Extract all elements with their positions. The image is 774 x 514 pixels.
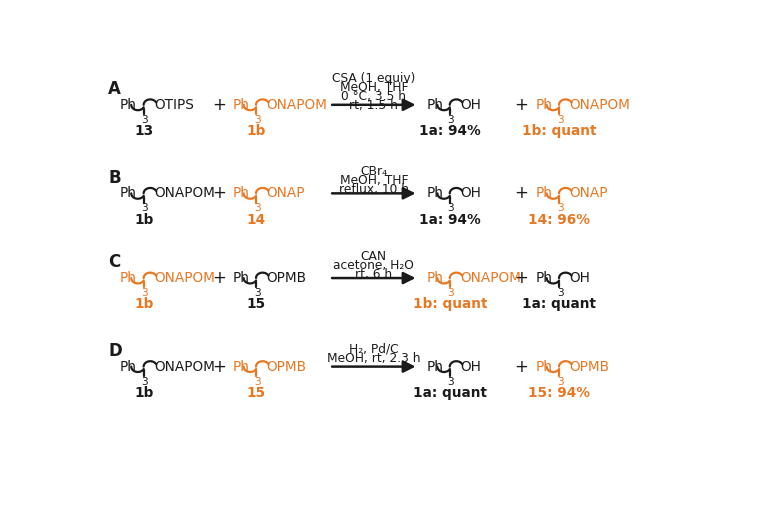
Text: 1a: quant: 1a: quant xyxy=(522,297,597,311)
Text: OPMB: OPMB xyxy=(266,360,307,374)
Text: Ph: Ph xyxy=(426,187,444,200)
Text: 3: 3 xyxy=(254,288,261,298)
Text: 15: 94%: 15: 94% xyxy=(529,386,591,400)
Text: 3: 3 xyxy=(447,204,454,213)
Text: acetone, H₂O: acetone, H₂O xyxy=(334,259,414,272)
Text: ONAPOM: ONAPOM xyxy=(154,187,215,200)
Text: Ph: Ph xyxy=(536,98,553,112)
Text: Ph: Ph xyxy=(120,187,137,200)
Text: MeOH, THF: MeOH, THF xyxy=(340,174,408,187)
Text: Ph: Ph xyxy=(426,271,444,285)
Text: OTIPS: OTIPS xyxy=(154,98,194,112)
Text: 3: 3 xyxy=(557,288,563,298)
Text: OH: OH xyxy=(461,187,481,200)
Text: 3: 3 xyxy=(142,115,148,125)
Text: ONAPOM: ONAPOM xyxy=(154,360,215,374)
Text: Ph: Ph xyxy=(536,271,553,285)
Text: 13: 13 xyxy=(135,124,154,138)
Text: A: A xyxy=(108,80,122,98)
Text: rt, 1.5 h: rt, 1.5 h xyxy=(349,100,399,113)
Text: 15: 15 xyxy=(247,386,266,400)
Text: 1a: 94%: 1a: 94% xyxy=(420,213,481,227)
Text: OH: OH xyxy=(461,360,481,374)
Text: 3: 3 xyxy=(142,288,148,298)
Text: 1a: quant: 1a: quant xyxy=(413,386,487,400)
Text: 3: 3 xyxy=(142,204,148,213)
Text: Ph: Ph xyxy=(536,187,553,200)
Text: +: + xyxy=(212,358,226,376)
Text: 15: 15 xyxy=(247,297,266,311)
Text: +: + xyxy=(212,96,226,114)
Text: 3: 3 xyxy=(557,377,563,387)
Text: ONAPOM: ONAPOM xyxy=(461,271,521,285)
Text: +: + xyxy=(515,269,529,287)
Text: Ph: Ph xyxy=(536,360,553,374)
Text: Ph: Ph xyxy=(232,360,249,374)
Text: rt, 6 h: rt, 6 h xyxy=(355,268,392,281)
Text: OPMB: OPMB xyxy=(266,271,307,285)
Text: +: + xyxy=(212,269,226,287)
Text: 1b: 1b xyxy=(135,213,154,227)
Text: Ph: Ph xyxy=(426,98,444,112)
Text: 3: 3 xyxy=(142,377,148,387)
Text: 1a: 94%: 1a: 94% xyxy=(420,124,481,138)
Text: 1b: 1b xyxy=(135,297,154,311)
Text: 3: 3 xyxy=(447,288,454,298)
Text: 14: 96%: 14: 96% xyxy=(529,213,591,227)
Text: 3: 3 xyxy=(557,115,563,125)
Text: Ph: Ph xyxy=(120,98,137,112)
Text: OPMB: OPMB xyxy=(570,360,609,374)
Text: Ph: Ph xyxy=(232,187,249,200)
Text: CBr₄: CBr₄ xyxy=(360,165,387,178)
Text: 3: 3 xyxy=(254,377,261,387)
Text: 0 °C, 3.5 h: 0 °C, 3.5 h xyxy=(341,90,406,103)
Text: 3: 3 xyxy=(557,204,563,213)
Text: Ph: Ph xyxy=(120,360,137,374)
Text: CSA (1 equiv): CSA (1 equiv) xyxy=(332,72,416,85)
Text: D: D xyxy=(108,342,122,360)
Text: 3: 3 xyxy=(447,377,454,387)
Text: +: + xyxy=(515,96,529,114)
Text: OH: OH xyxy=(570,271,591,285)
Text: CAN: CAN xyxy=(361,250,387,263)
Text: 3: 3 xyxy=(254,204,261,213)
Text: ONAP: ONAP xyxy=(570,187,608,200)
Text: 3: 3 xyxy=(254,115,261,125)
Text: 14: 14 xyxy=(247,213,266,227)
Text: 1b: 1b xyxy=(247,124,266,138)
Text: H₂, Pd/C: H₂, Pd/C xyxy=(349,343,399,356)
Text: ONAP: ONAP xyxy=(266,187,305,200)
Text: OH: OH xyxy=(461,98,481,112)
Text: +: + xyxy=(515,358,529,376)
Text: ONAPOM: ONAPOM xyxy=(570,98,630,112)
Text: Ph: Ph xyxy=(120,271,137,285)
Text: 3: 3 xyxy=(447,115,454,125)
Text: ONAPOM: ONAPOM xyxy=(266,98,327,112)
Text: 1b: quant: 1b: quant xyxy=(413,297,488,311)
Text: C: C xyxy=(108,253,121,271)
Text: B: B xyxy=(108,169,121,187)
Text: MeOH, rt, 2.3 h: MeOH, rt, 2.3 h xyxy=(327,352,420,365)
Text: +: + xyxy=(212,185,226,203)
Text: Ph: Ph xyxy=(426,360,444,374)
Text: MeOH, THF: MeOH, THF xyxy=(340,81,408,94)
Text: Ph: Ph xyxy=(232,271,249,285)
Text: Ph: Ph xyxy=(232,98,249,112)
Text: reflux, 10 h: reflux, 10 h xyxy=(339,183,409,196)
Text: ONAPOM: ONAPOM xyxy=(154,271,215,285)
Text: 1b: quant: 1b: quant xyxy=(522,124,597,138)
Text: +: + xyxy=(515,185,529,203)
Text: 1b: 1b xyxy=(135,386,154,400)
